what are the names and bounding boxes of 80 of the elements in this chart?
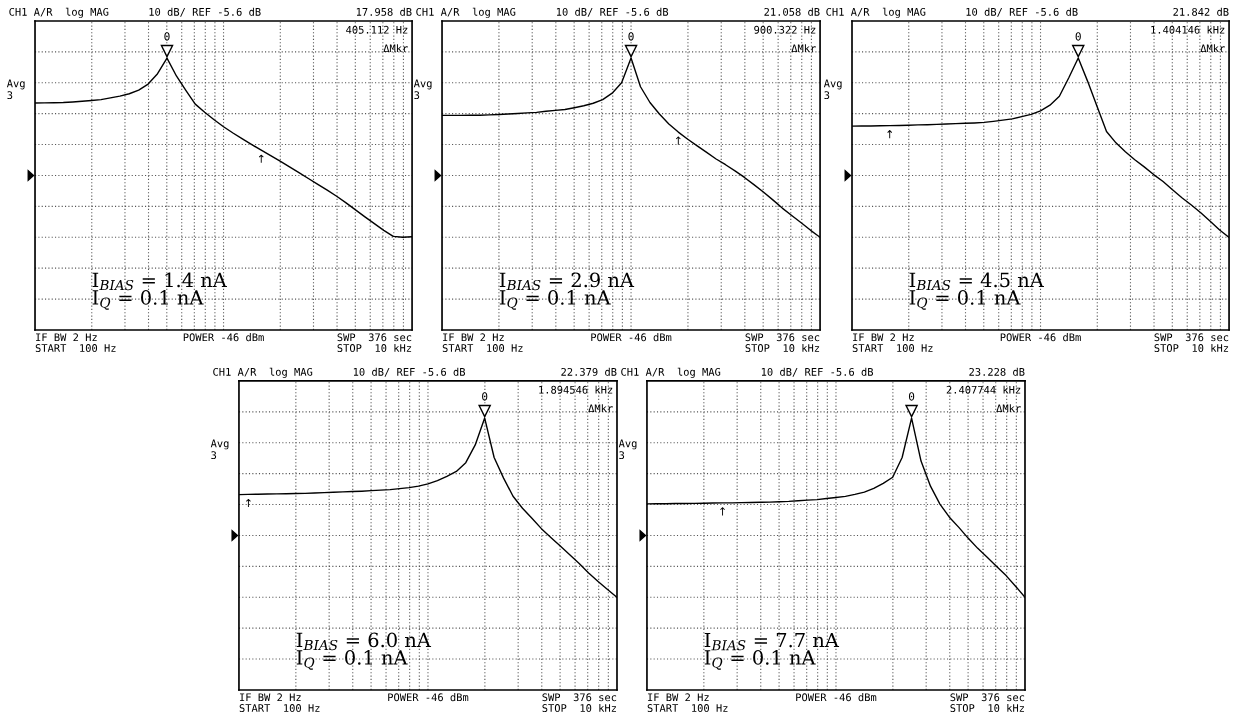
text: 21.842 dB: [1173, 7, 1229, 16]
text: 3: [619, 451, 625, 460]
text: POWER -46 dBm: [1000, 333, 1081, 342]
text: IF BW 2 Hz: [36, 333, 97, 342]
text: 21.058 dB: [764, 7, 820, 16]
text: 0: [628, 32, 634, 41]
text: CH1 A/R log MAG: [213, 367, 313, 378]
annotation: ↑: [720, 507, 725, 516]
text: I$_{BIAS}$ = 7.7 nA: [704, 632, 840, 651]
text: POWER -46 dBm: [591, 333, 672, 342]
text: I$_{BIAS}$ = 1.4 nA: [92, 272, 227, 291]
text: I$_{BIAS}$ = 4.5 nA: [909, 272, 1044, 291]
text: I$_{Q}$ = 0.1 nA: [704, 650, 816, 670]
text: START 100 Hz: [647, 704, 728, 712]
text: START 100 Hz: [852, 344, 933, 352]
text: I$_{Q}$ = 0.1 nA: [92, 290, 204, 310]
text: Avg: [618, 439, 637, 450]
text: 405.112 Hz: [346, 25, 408, 34]
text: 2.407744 kHz: [946, 385, 1021, 394]
text: SWP 376 sec: [542, 693, 617, 702]
text: STOP 10 kHz: [1154, 343, 1229, 352]
text: STOP 10 kHz: [745, 343, 820, 352]
text: 900.322 Hz: [754, 25, 816, 34]
text: I$_{Q}$ = 0.1 nA: [296, 650, 408, 670]
text: POWER -46 dBm: [388, 693, 469, 702]
text: ΔMkr: [588, 404, 613, 413]
annotation: ↑: [258, 154, 264, 163]
annotation: ↑: [887, 130, 893, 139]
text: 22.379 dB: [561, 367, 617, 376]
text: IF BW 2 Hz: [443, 333, 504, 342]
text: ΔMkr: [383, 44, 408, 53]
text: Avg: [210, 439, 229, 450]
text: 23.228 dB: [969, 367, 1025, 376]
text: SWP 376 sec: [745, 333, 820, 342]
text: ΔMkr: [996, 404, 1021, 413]
text: CH1 A/R log MAG: [826, 7, 926, 18]
text: I$_{BIAS}$ = 6.0 nA: [296, 632, 432, 651]
text: START 100 Hz: [442, 344, 523, 352]
text: SWP 376 sec: [337, 333, 412, 342]
text: ΔMkr: [1200, 44, 1225, 53]
text: 1.404146 kHz: [1151, 25, 1225, 34]
text: Avg: [413, 79, 432, 90]
text: I$_{Q}$ = 0.1 nA: [909, 290, 1021, 310]
text: CH1 A/R log MAG: [621, 367, 721, 378]
text: IF BW 2 Hz: [853, 333, 914, 342]
text: 17.958 dB: [356, 7, 412, 16]
annotation: ↑: [246, 498, 251, 508]
text: STOP 10 kHz: [337, 343, 412, 352]
text: ΔMkr: [791, 44, 816, 53]
text: SWP 376 sec: [950, 693, 1025, 702]
text: STOP 10 kHz: [542, 703, 617, 712]
text: SWP 376 sec: [1154, 333, 1229, 342]
text: 0: [482, 392, 488, 401]
text: Avg: [823, 79, 842, 90]
text: I$_{BIAS}$ = 2.9 nA: [499, 272, 635, 291]
text: 0: [1075, 32, 1081, 41]
text: 3: [211, 451, 217, 460]
text: 10 dB/ REF -5.6 dB: [761, 367, 874, 377]
text: START 100 Hz: [35, 344, 116, 352]
text: 3: [414, 91, 420, 100]
text: 10 dB/ REF -5.6 dB: [556, 7, 669, 17]
annotation: ↑: [675, 136, 681, 145]
text: 3: [824, 91, 830, 100]
text: CH1 A/R log MAG: [416, 7, 516, 18]
text: STOP 10 kHz: [950, 703, 1025, 712]
text: START 100 Hz: [239, 704, 320, 712]
text: 0: [908, 392, 915, 401]
text: 10 dB/ REF -5.6 dB: [966, 7, 1078, 17]
text: I$_{Q}$ = 0.1 nA: [499, 290, 611, 310]
text: IF BW 2 Hz: [647, 693, 709, 702]
text: 0: [164, 32, 170, 41]
text: POWER -46 dBm: [796, 693, 877, 702]
text: POWER -46 dBm: [183, 333, 264, 342]
text: IF BW 2 Hz: [239, 693, 301, 702]
text: 10 dB/ REF -5.6 dB: [149, 7, 261, 17]
text: 1.894546 kHz: [539, 385, 613, 394]
text: CH1 A/R log MAG: [9, 7, 109, 18]
text: Avg: [6, 79, 25, 90]
text: 3: [7, 91, 13, 100]
text: 10 dB/ REF -5.6 dB: [353, 367, 466, 377]
